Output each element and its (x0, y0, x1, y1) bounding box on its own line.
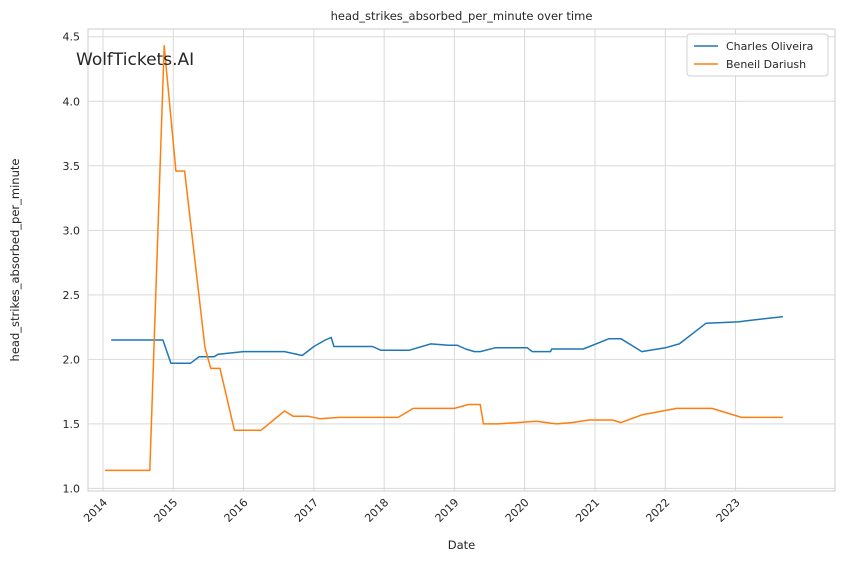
y-axis-label: head_strikes_absorbed_per_minute (8, 159, 22, 362)
legend-label: Beneil Dariush (726, 58, 806, 71)
y-tick-label: 4.0 (63, 95, 81, 108)
chart-title: head_strikes_absorbed_per_minute over ti… (331, 9, 593, 23)
legend: Charles Oliveira Beneil Dariush (686, 33, 829, 77)
legend-box (686, 33, 829, 77)
legend-label: Charles Oliveira (726, 40, 813, 53)
plot-area (87, 28, 836, 492)
y-tick-label: 3.5 (63, 160, 81, 173)
y-tick-label: 3.0 (63, 224, 81, 237)
x-axis-label: Date (448, 538, 476, 552)
y-tick-label: 2.0 (63, 353, 81, 366)
y-tick-label: 1.5 (63, 418, 81, 431)
series-lines (104, 45, 784, 472)
y-axis: 1.0 1.5 2.0 2.5 3.0 3.5 4.0 4.5 (63, 31, 81, 496)
y-tick-label: 1.0 (63, 482, 81, 495)
y-tick-label: 4.5 (63, 31, 81, 44)
grid (88, 29, 835, 491)
y-tick-label: 2.5 (63, 289, 81, 302)
watermark: WolfTickets.AI (76, 50, 194, 70)
series-line-beneil-dariush (104, 45, 784, 472)
series-line-charles-oliveira (110, 316, 784, 364)
